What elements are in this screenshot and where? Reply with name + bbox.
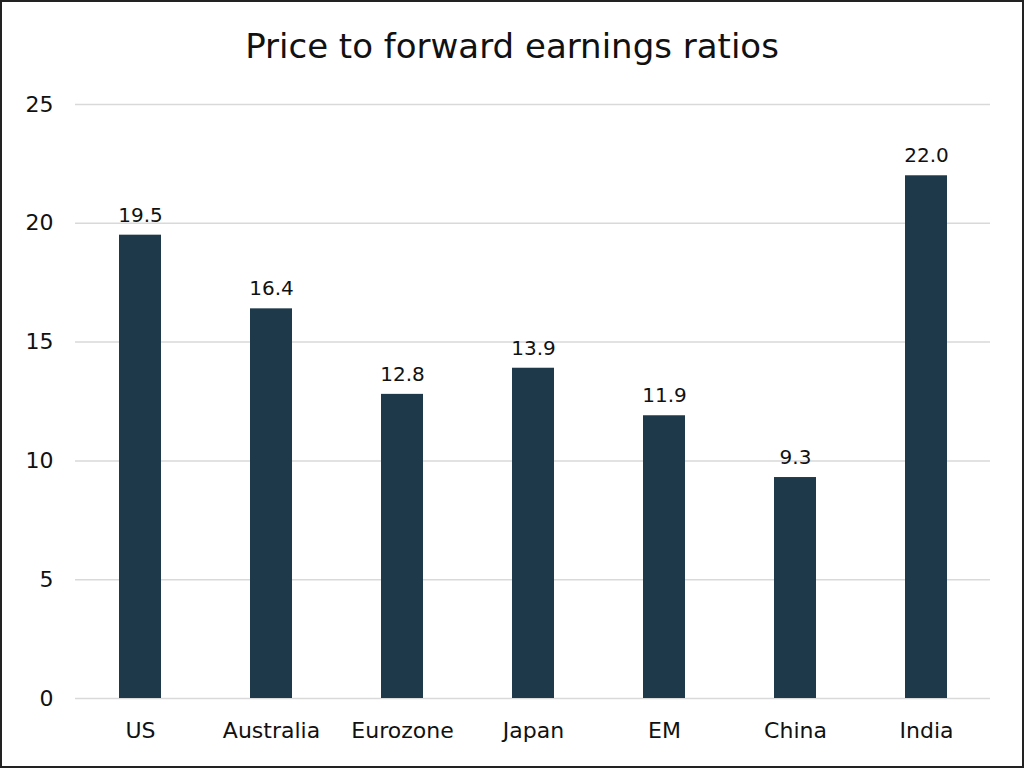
svg-text:19.5: 19.5 bbox=[118, 203, 163, 227]
svg-text:Australia: Australia bbox=[223, 718, 320, 743]
svg-text:India: India bbox=[900, 718, 954, 743]
svg-text:0: 0 bbox=[40, 686, 54, 711]
svg-text:15: 15 bbox=[26, 329, 54, 354]
svg-text:16.4: 16.4 bbox=[249, 276, 294, 300]
svg-text:22.0: 22.0 bbox=[904, 143, 949, 167]
svg-text:20: 20 bbox=[26, 210, 54, 235]
svg-text:Japan: Japan bbox=[501, 718, 564, 743]
svg-text:Eurozone: Eurozone bbox=[351, 718, 453, 743]
svg-text:10: 10 bbox=[26, 448, 54, 473]
svg-text:12.8: 12.8 bbox=[380, 362, 425, 386]
svg-text:25: 25 bbox=[26, 92, 54, 117]
svg-text:9.3: 9.3 bbox=[780, 445, 812, 469]
html-text:Price to forward earnings rati: Price to forward earnings ratios bbox=[245, 26, 779, 66]
svg-text:EM: EM bbox=[648, 718, 681, 743]
svg-text:China: China bbox=[764, 718, 827, 743]
svg-text:11.9: 11.9 bbox=[642, 383, 687, 407]
svg-text:US: US bbox=[125, 718, 155, 743]
svg-text:5: 5 bbox=[40, 567, 54, 592]
svg-text:13.9: 13.9 bbox=[511, 336, 556, 360]
